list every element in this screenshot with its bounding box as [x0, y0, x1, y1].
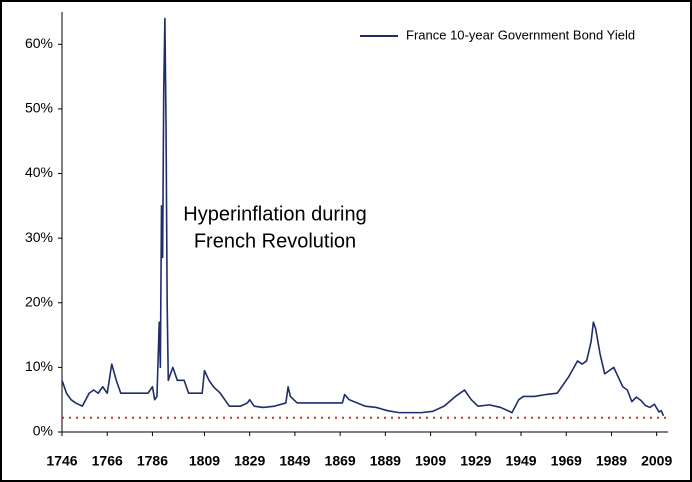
y-tick-label: 10% — [25, 358, 53, 374]
annotation-line: Hyperinflation during — [183, 203, 366, 225]
x-tick-label: 1869 — [325, 453, 356, 469]
x-tick-label: 1969 — [551, 453, 582, 469]
x-tick-label: 2009 — [641, 453, 672, 469]
x-tick-label: 1829 — [234, 453, 265, 469]
data-line — [61, 17, 665, 417]
y-tick-label: 20% — [25, 293, 53, 309]
x-tick-label: 1849 — [279, 453, 310, 469]
y-tick-label: 60% — [25, 35, 53, 51]
x-tick-label: 1949 — [505, 453, 536, 469]
legend-label: France 10-year Government Bond Yield — [406, 27, 635, 42]
x-tick-label: 1746 — [46, 453, 77, 469]
x-tick-label: 1766 — [92, 453, 123, 469]
x-tick-label: 1889 — [370, 453, 401, 469]
y-tick-label: 0% — [33, 423, 53, 439]
x-tick-label: 1989 — [596, 453, 627, 469]
y-tick-label: 40% — [25, 164, 53, 180]
x-tick-label: 1786 — [137, 453, 168, 469]
annotation-line: French Revolution — [194, 230, 356, 252]
x-tick-label: 1909 — [415, 453, 446, 469]
x-tick-label: 1929 — [460, 453, 491, 469]
y-tick-label: 30% — [25, 229, 53, 245]
x-tick-label: 1809 — [189, 453, 220, 469]
y-tick-label: 50% — [25, 100, 53, 116]
